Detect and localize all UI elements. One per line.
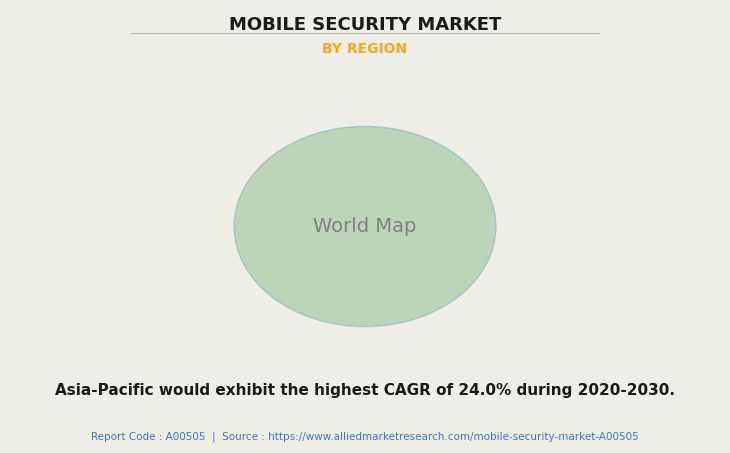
Text: World Map: World Map: [313, 217, 417, 236]
Text: Report Code : A00505  |  Source : https://www.alliedmarketresearch.com/mobile-se: Report Code : A00505 | Source : https://…: [91, 431, 639, 442]
Ellipse shape: [234, 126, 496, 327]
Text: BY REGION: BY REGION: [323, 42, 407, 56]
Text: MOBILE SECURITY MARKET: MOBILE SECURITY MARKET: [228, 16, 502, 34]
Text: Asia-Pacific would exhibit the highest CAGR of 24.0% during 2020-2030.: Asia-Pacific would exhibit the highest C…: [55, 383, 675, 398]
